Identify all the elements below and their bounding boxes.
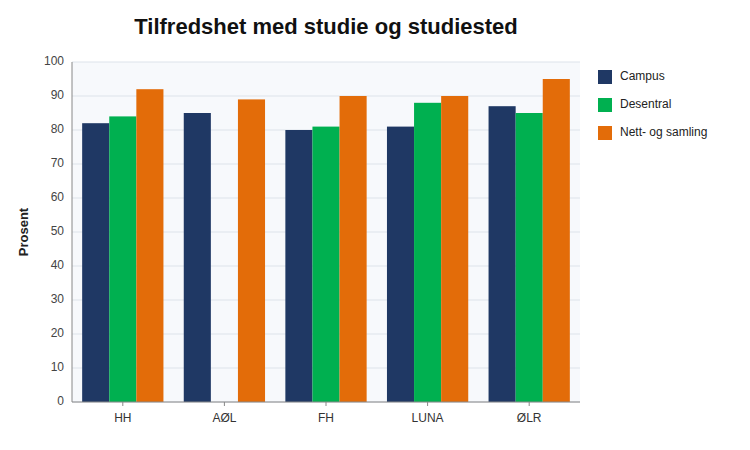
bar: Desentral: 84 <box>109 116 136 402</box>
y-tick-label: 80 <box>51 122 65 136</box>
plot-background <box>72 62 580 402</box>
bar: Nett- og samling: 92 <box>136 89 163 402</box>
chart-svg: 0102030405060708090100Campus: 82Campus: … <box>0 0 750 450</box>
legend-label: Campus <box>620 69 665 83</box>
y-tick-label: 10 <box>51 360 65 374</box>
bar: Nett- og samling: 90 <box>340 96 367 402</box>
y-tick-label: 50 <box>51 224 65 238</box>
chart-container: 0102030405060708090100Campus: 82Campus: … <box>0 0 750 450</box>
y-tick-label: 100 <box>44 54 64 68</box>
y-tick-label: 20 <box>51 326 65 340</box>
grid <box>72 62 580 402</box>
x-tick-label: ØLR <box>517 411 542 425</box>
bar: Nett- og samling: 90 <box>441 96 468 402</box>
bar: Campus: 85 <box>184 113 211 402</box>
y-tick-label: 60 <box>51 190 65 204</box>
x-tick <box>326 402 327 406</box>
bars: Campus: 82 Campus: 85 Campus: 80 Campus: 81… <box>82 79 570 402</box>
y-tick-label: 90 <box>51 88 65 102</box>
bar: Desentral: 88 <box>414 103 441 402</box>
y-axis-label: Prosent <box>16 207 31 256</box>
y-tick-label: 0 <box>57 394 64 408</box>
x-tick <box>529 402 530 406</box>
bar: Nett- og samling: 95 <box>543 79 570 402</box>
y-tick-label: 40 <box>51 258 65 272</box>
legend-label: Desentral <box>620 97 671 111</box>
bar: Campus: 82 <box>82 123 109 402</box>
legend-swatch <box>598 126 612 140</box>
x-tick-label: FH <box>318 411 334 425</box>
legend-swatch <box>598 98 612 112</box>
x-tick <box>122 402 123 406</box>
bar: Campus: 80 <box>285 130 312 402</box>
y-tick-label: 30 <box>51 292 65 306</box>
x-tick-label: AØL <box>212 411 236 425</box>
bar: Nett- og samling: 89 <box>238 99 265 402</box>
grid-line <box>72 62 580 63</box>
bar: Desentral: 81 <box>312 127 339 402</box>
bar: Campus: 87 <box>489 106 516 402</box>
x-ticks: HH AØL FH LUNA ØLR <box>114 402 542 425</box>
legend: Campus Desentral Nett- og samling <box>598 69 707 140</box>
x-tick <box>224 402 225 406</box>
legend-label: Nett- og samling <box>620 125 707 139</box>
x-tick-label: LUNA <box>412 411 444 425</box>
y-tick-label: 70 <box>51 156 65 170</box>
bar: Desentral: 85 <box>516 113 543 402</box>
x-tick <box>427 402 428 406</box>
y-ticks: 0 10 20 30 40 50 60 70 80 90 100 <box>44 54 64 408</box>
legend-swatch <box>598 70 612 84</box>
bar: Campus: 81 <box>387 127 414 402</box>
chart-title: Tilfredshet med studie og studiested <box>134 14 517 39</box>
y-axis-line <box>72 62 73 402</box>
x-tick-label: HH <box>114 411 131 425</box>
